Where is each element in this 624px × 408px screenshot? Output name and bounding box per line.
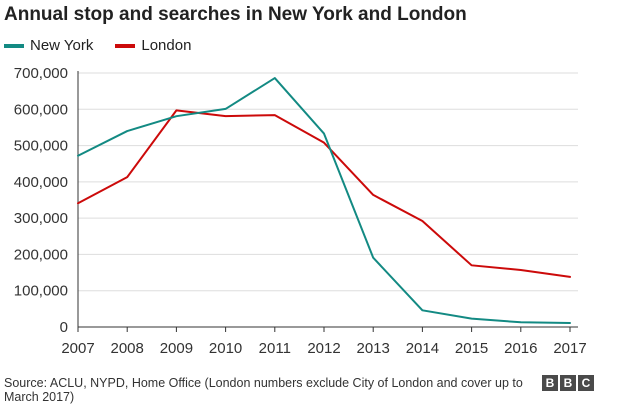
x-tick-label: 2013 — [357, 340, 390, 357]
legend-item-new-york: New York — [4, 37, 93, 54]
x-tick-label: 2009 — [160, 340, 193, 357]
legend-swatch-london — [115, 43, 136, 48]
x-tick-label: 2008 — [111, 340, 144, 357]
bbc-logo-letter: C — [578, 375, 594, 391]
y-tick-label: 200,000 — [14, 246, 68, 263]
legend-swatch-new-york — [4, 43, 24, 48]
y-tick-label: 100,000 — [14, 283, 68, 300]
series-line-new-york — [77, 77, 571, 325]
y-tick-label: 300,000 — [14, 210, 68, 227]
y-tick-label: 600,000 — [14, 101, 68, 118]
source-note: Source: ACLU, NYPD, Home Office (London … — [4, 376, 523, 404]
chart-title: Annual stop and searches in New York and… — [4, 4, 467, 25]
legend-label-new-york: New York — [30, 37, 94, 54]
x-tick-label: 2015 — [455, 340, 488, 357]
legend-item-london: London — [115, 37, 191, 54]
x-tick-label: 2017 — [553, 340, 586, 357]
legend: New York London — [4, 37, 213, 54]
x-tick-label: 2014 — [406, 340, 439, 357]
y-tick-label: 0 — [60, 319, 68, 336]
x-tick-label: 2010 — [209, 340, 242, 357]
bbc-logo-letter: B — [560, 375, 576, 391]
y-tick-label: 500,000 — [14, 138, 68, 155]
y-tick-label: 700,000 — [14, 65, 68, 82]
x-tick-label: 2012 — [307, 340, 340, 357]
series-line-london — [77, 109, 571, 278]
y-tick-label: 400,000 — [14, 174, 68, 191]
x-tick-label: 2011 — [259, 340, 291, 357]
x-tick-label: 2007 — [61, 340, 94, 357]
line-chart: 0 100,000 200,000 300,000 400,000 500,000 600,… — [14, 65, 587, 357]
x-tick-label: 2016 — [504, 340, 537, 357]
bbc-logo-letter: B — [542, 375, 558, 391]
bbc-logo: B B C — [540, 375, 594, 391]
legend-label-london: London — [141, 37, 192, 54]
